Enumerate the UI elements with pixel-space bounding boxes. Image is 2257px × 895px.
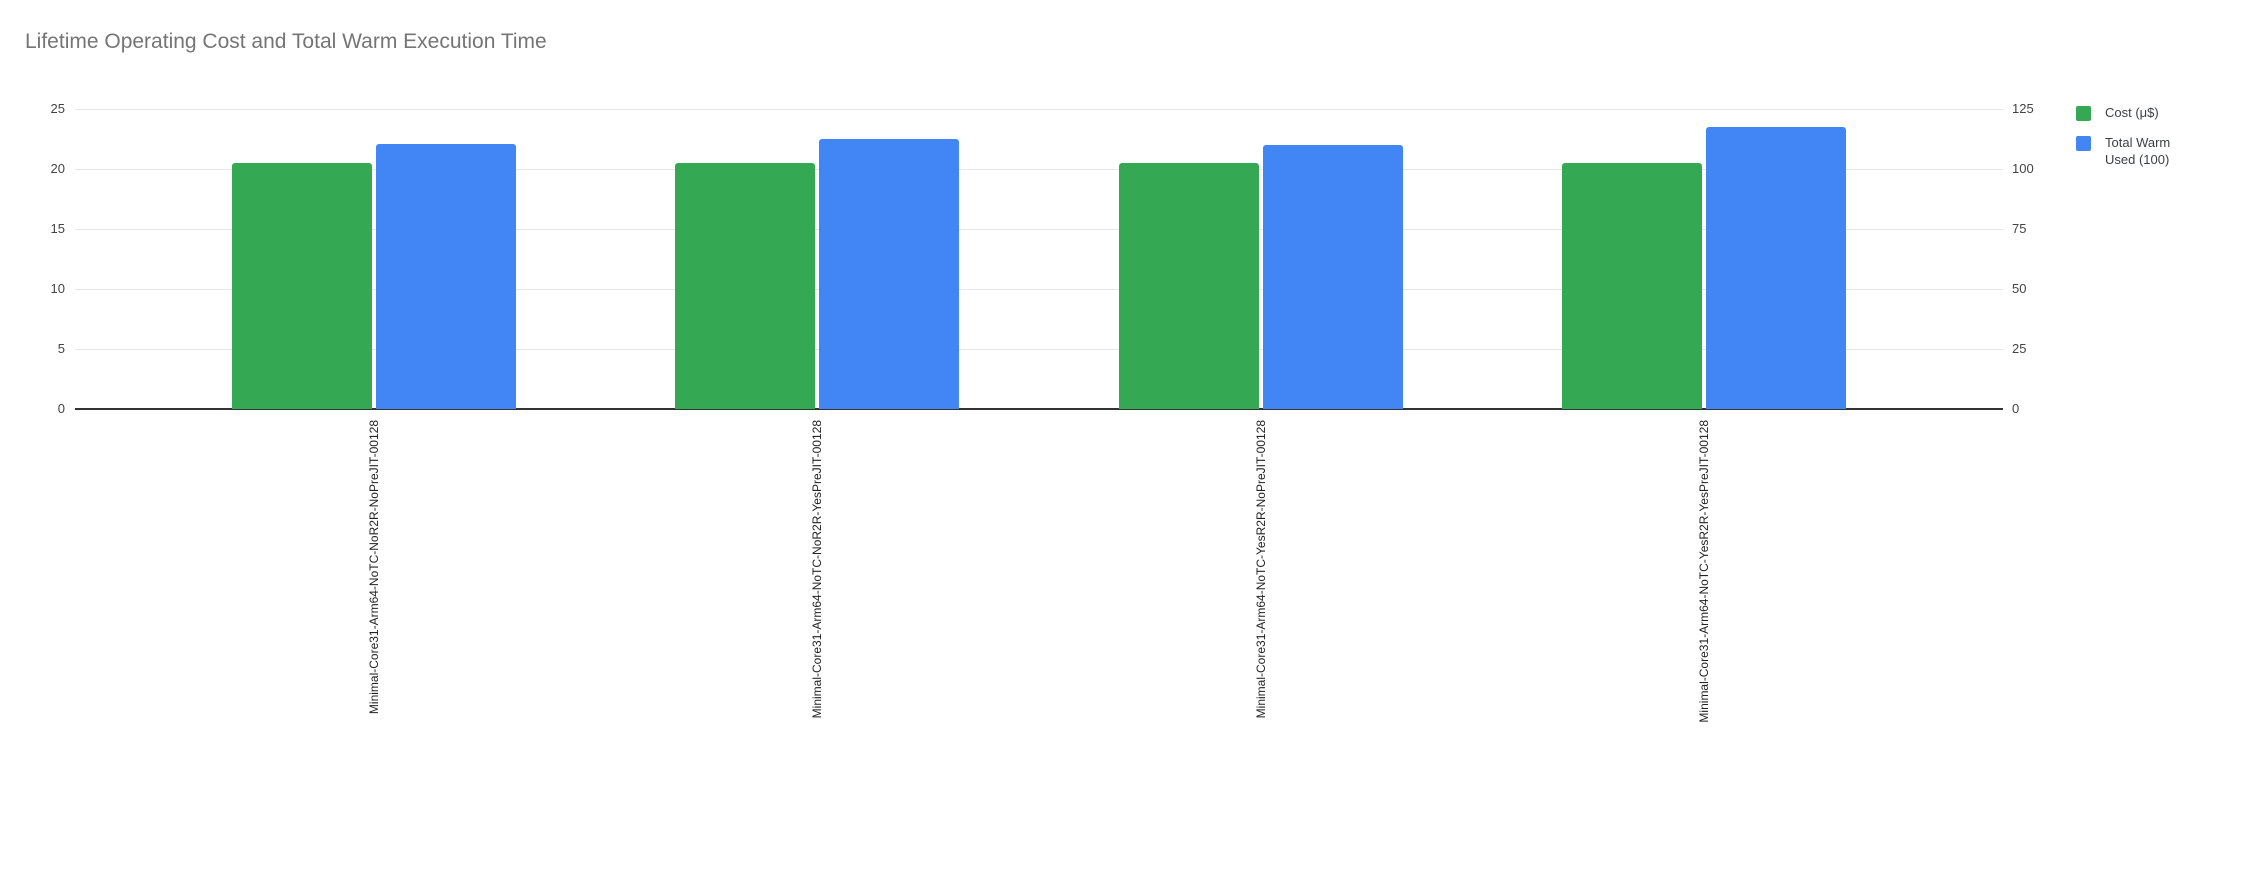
right-axis-tick-label: 50 <box>2012 281 2027 296</box>
x-axis-category-label: Minimal-Core31-Arm64-NoTC-NoR2R-NoPreJIT… <box>367 420 381 715</box>
right-axis-tick-label: 75 <box>2012 221 2027 236</box>
legend-item: Total Warm Used (100) <box>2076 134 2197 168</box>
bar-cost-group-3 <box>1118 163 1259 409</box>
gridline <box>75 289 2003 290</box>
legend-swatch-icon <box>2076 106 2091 121</box>
bar-cost-group-2 <box>675 163 816 409</box>
gridline <box>75 169 2003 170</box>
bar-total-warm-used-group-4 <box>1705 127 1846 409</box>
x-axis-baseline <box>75 408 2003 410</box>
bar-total-warm-used-group-1 <box>376 144 516 409</box>
left-axis-tick-label: 15 <box>50 221 65 236</box>
legend: Cost (μ$) Total Warm Used (100) <box>2076 104 2197 168</box>
bar-total-warm-used-group-3 <box>1262 145 1403 409</box>
left-axis-tick-label: 25 <box>50 101 65 116</box>
legend-label: Cost (μ$) <box>2105 105 2159 120</box>
right-axis-tick-label: 125 <box>2012 101 2034 116</box>
bar-total-warm-used-group-2 <box>819 139 960 409</box>
legend-item: Cost (μ$) <box>2076 104 2197 121</box>
legend-swatch-icon <box>2076 136 2091 151</box>
bar-cost-group-4 <box>1561 163 1702 409</box>
right-axis-tick-label: 25 <box>2012 341 2027 356</box>
x-axis-category-label: Minimal-Core31-Arm64-NoTC-NoR2R-YesPreJI… <box>810 420 825 719</box>
left-axis-tick-label: 10 <box>50 281 65 296</box>
x-axis-category-label: Minimal-Core31-Arm64-NoTC-YesR2R-YesPreJ… <box>1696 420 1711 723</box>
right-axis-tick-label: 0 <box>2012 401 2020 416</box>
gridline <box>75 229 2003 230</box>
x-axis-category-label: Minimal-Core31-Arm64-NoTC-YesR2R-NoPreJI… <box>1253 420 1268 719</box>
chart-title: Lifetime Operating Cost and Total Warm E… <box>25 30 547 53</box>
left-axis-tick-label: 20 <box>50 161 65 176</box>
left-axis-tick-label: 0 <box>57 401 65 416</box>
bar-cost-group-1 <box>232 163 372 409</box>
gridline <box>75 349 2003 350</box>
legend-label: Total Warm Used (100) <box>2105 135 2171 167</box>
left-axis-tick-label: 5 <box>57 341 65 356</box>
right-axis-tick-label: 100 <box>2012 161 2034 176</box>
gridline <box>75 109 2003 110</box>
